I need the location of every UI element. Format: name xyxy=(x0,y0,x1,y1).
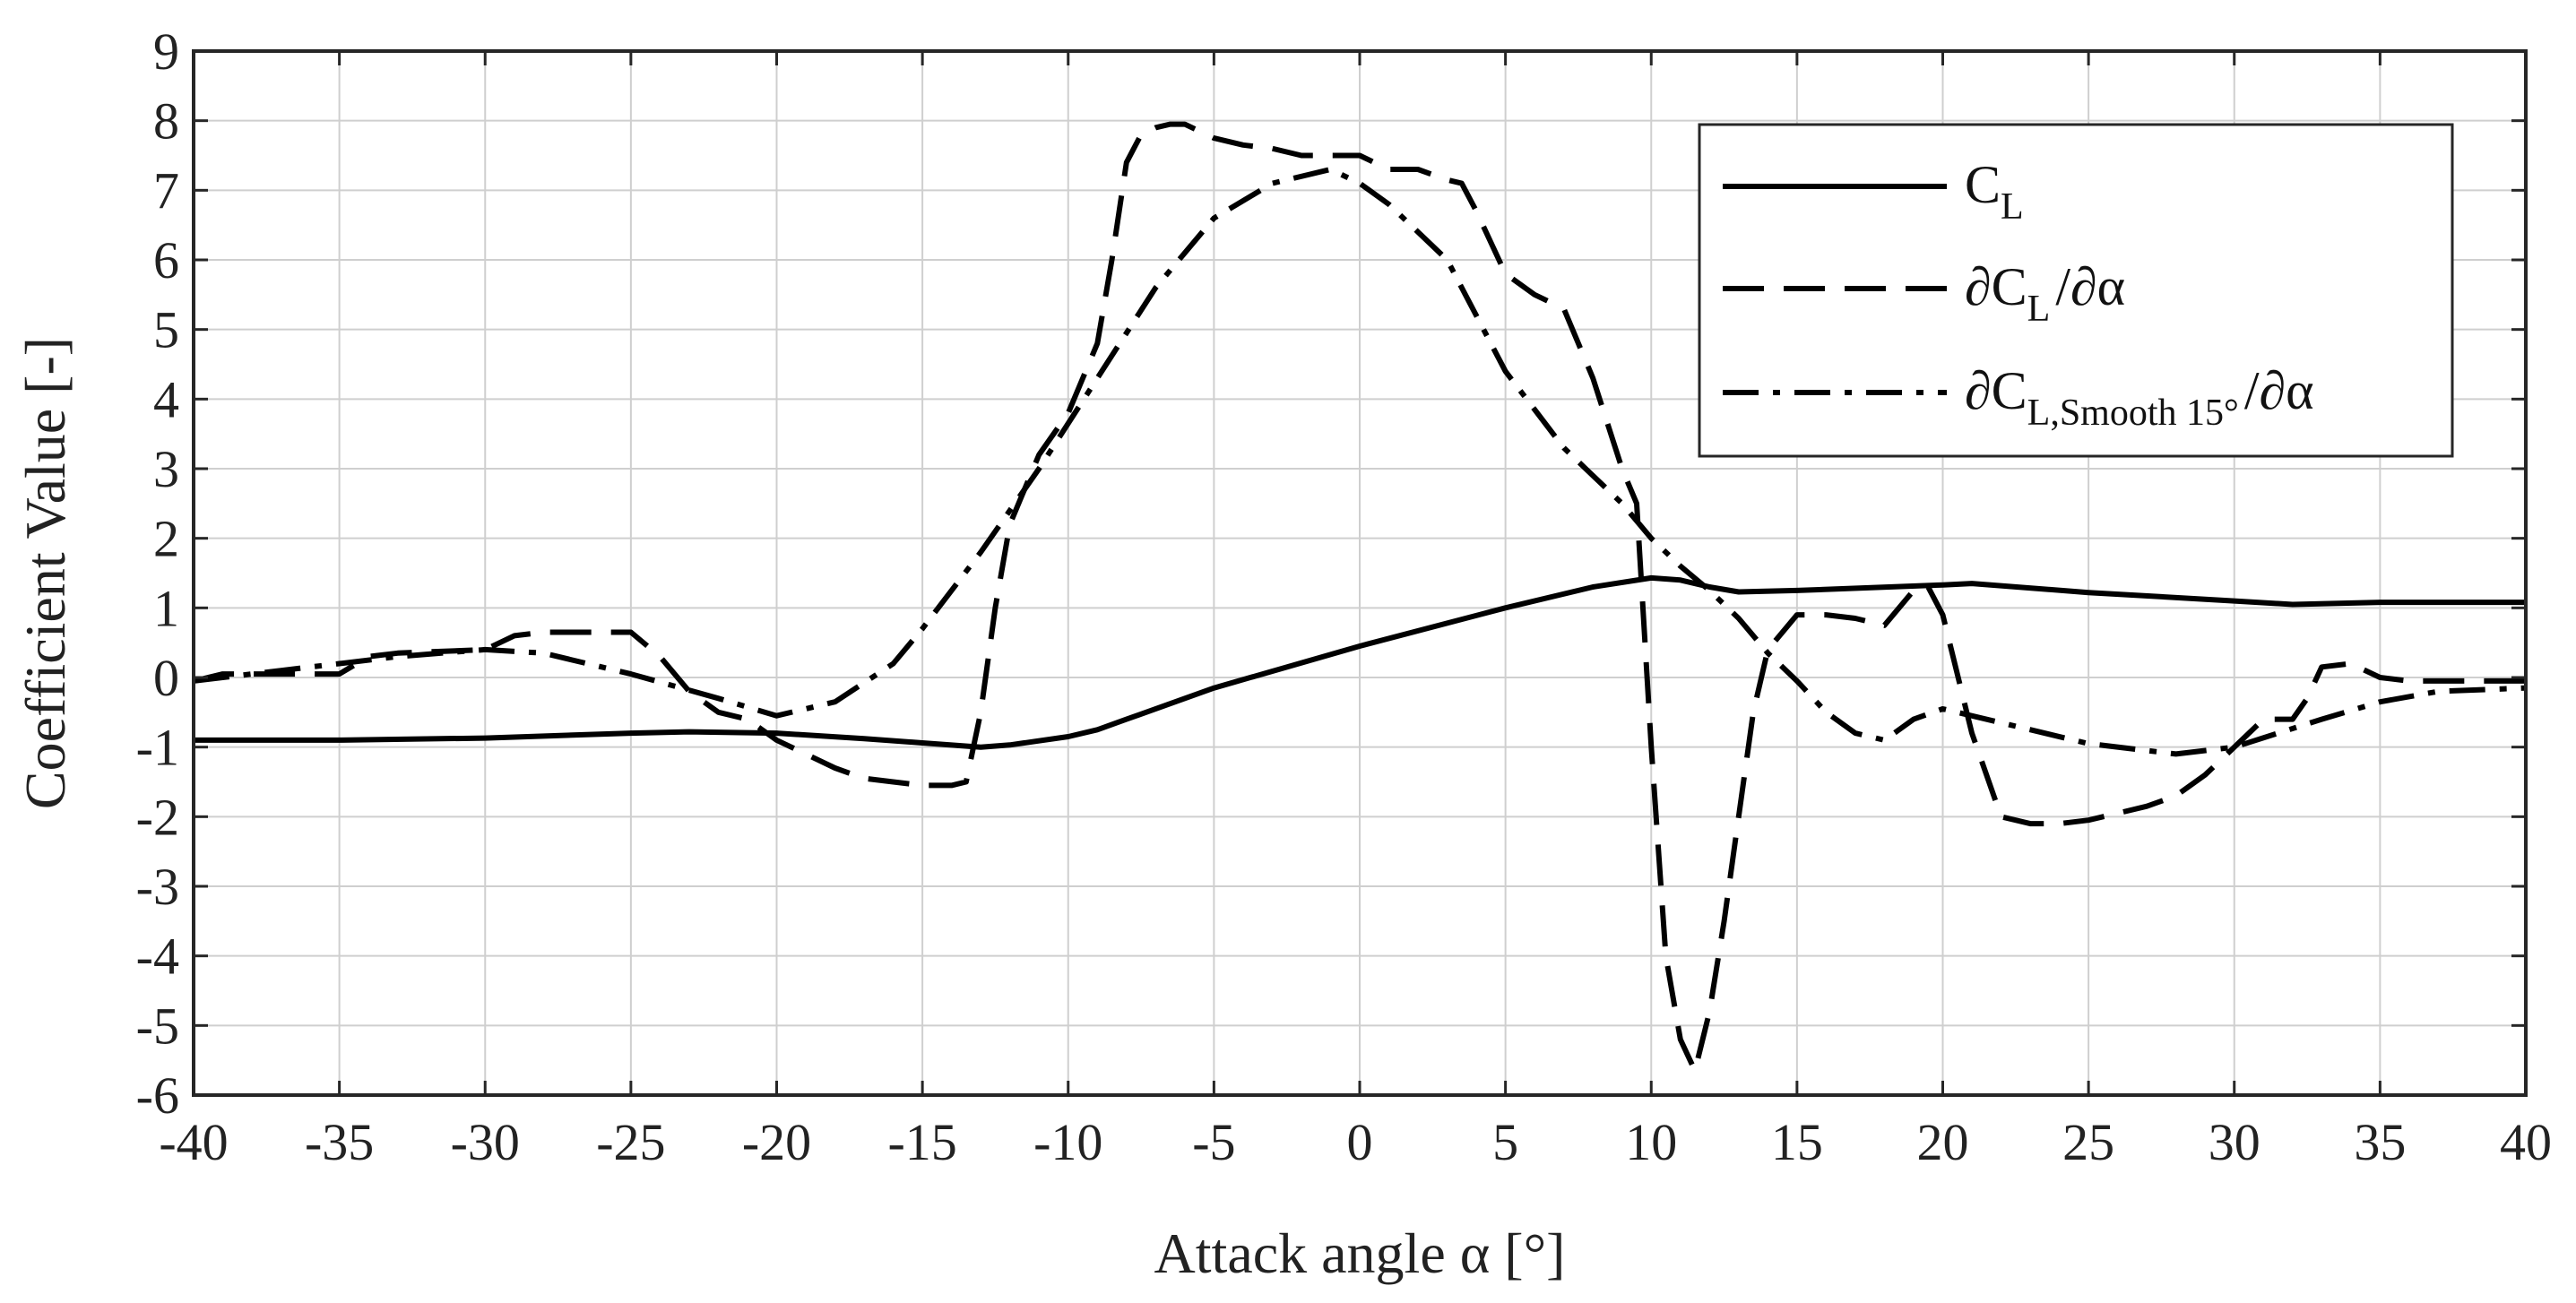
y-tick-label: -3 xyxy=(136,858,179,916)
x-tick-label: -30 xyxy=(451,1113,520,1171)
x-tick-label: 40 xyxy=(2500,1113,2552,1171)
y-tick-label: 0 xyxy=(153,649,179,707)
y-tick-label: 2 xyxy=(153,510,179,568)
legend-label: ∂CL/∂α xyxy=(1965,257,2125,330)
y-tick-label: -2 xyxy=(136,788,179,846)
legend-label: ∂CL,Smooth 15°/∂α xyxy=(1965,361,2314,434)
y-tick-label: 5 xyxy=(153,301,179,359)
plot-lines xyxy=(194,121,2526,1074)
x-tick-label: 20 xyxy=(1917,1113,1969,1171)
y-tick-label: 6 xyxy=(153,231,179,289)
x-tick-label: -40 xyxy=(159,1113,228,1171)
y-tick-label: 4 xyxy=(153,370,179,428)
y-tick-label: 8 xyxy=(153,92,179,151)
x-tick-label: -15 xyxy=(887,1113,956,1171)
series-line-dashed xyxy=(194,121,2526,1074)
x-tick-label: 35 xyxy=(2354,1113,2406,1171)
x-tick-label: 0 xyxy=(1347,1113,1373,1171)
x-tick-label: -25 xyxy=(596,1113,665,1171)
x-tick-label: 25 xyxy=(2062,1113,2114,1171)
y-tick-label: 9 xyxy=(153,22,179,81)
y-tick-labels: -6 -5 -4 -3 -2 -1 0 1 2 3 4 5 6 7 8 9 xyxy=(136,22,179,1125)
series-line-dashdot xyxy=(194,167,2526,757)
y-axis-label: Coefficient Value [-] xyxy=(13,337,77,809)
x-tick-label: -10 xyxy=(1033,1113,1102,1171)
legend: CL ∂CL/∂α ∂CL,Smooth 15°/∂α xyxy=(1698,123,2454,458)
x-tick-label: -35 xyxy=(305,1113,374,1171)
x-tick-label: 15 xyxy=(1771,1113,1823,1171)
y-tick-label: 3 xyxy=(153,440,179,498)
y-tick-label: 7 xyxy=(153,161,179,220)
x-tick-labels: -40 -35 -30 -25 -20 -15 -10 -5 0 5 10 15 20 25 30 35 40 xyxy=(159,1113,2552,1171)
grid xyxy=(193,50,2527,1096)
y-tick-label: -1 xyxy=(136,719,179,777)
x-tick-label: 5 xyxy=(1492,1113,1518,1171)
x-axis-label: Attack angle α [°] xyxy=(1154,1221,1566,1285)
legend-label: CL xyxy=(1965,155,2024,228)
y-tick-label: -4 xyxy=(136,928,179,986)
x-tick-label: 30 xyxy=(2209,1113,2260,1171)
x-tick-label: -20 xyxy=(742,1113,811,1171)
y-tick-label: -6 xyxy=(136,1066,179,1125)
series-line-solid xyxy=(194,574,2526,750)
y-tick-label: 1 xyxy=(153,579,179,637)
tick-marks xyxy=(192,49,2528,1097)
x-tick-label: 10 xyxy=(1625,1113,1677,1171)
y-tick-label: -5 xyxy=(136,997,179,1055)
x-tick-label: -5 xyxy=(1192,1113,1235,1171)
